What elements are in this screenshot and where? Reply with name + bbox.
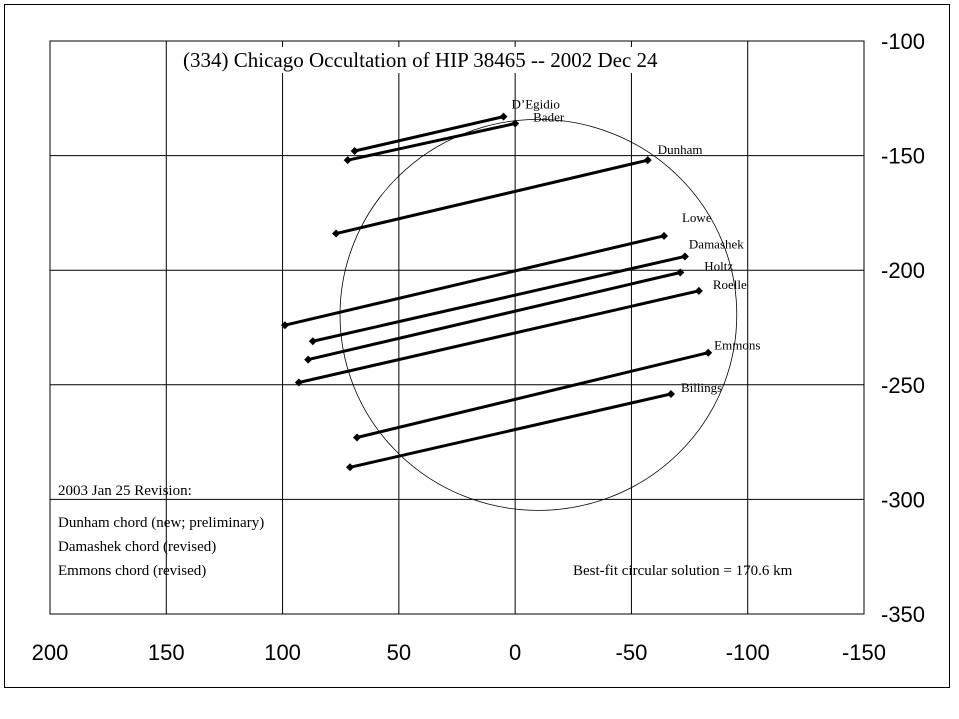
chart-title: (334) Chicago Occultation of HIP 38465 -… xyxy=(183,48,658,72)
chord-line xyxy=(284,234,665,327)
chord-endpoint xyxy=(511,119,520,128)
revision-line-1: Dunham chord (new; preliminary) xyxy=(58,515,264,531)
x-tick-label: 150 xyxy=(148,640,185,665)
chord-endpoint xyxy=(694,286,703,295)
revision-line-2: Damashek chord (revised) xyxy=(58,539,216,555)
x-tick-label: -50 xyxy=(616,640,648,665)
chord-line xyxy=(349,392,672,469)
best-fit-circle xyxy=(339,118,738,511)
chord-endpoint xyxy=(659,231,668,240)
chord-endpoint xyxy=(304,355,313,364)
chord-endpoint xyxy=(350,147,359,156)
solution-note: Best-fit circular solution = 170.6 km xyxy=(573,563,793,579)
chord-endpoint xyxy=(643,156,652,165)
chord-endpoint xyxy=(332,229,341,238)
chord-label: Bader xyxy=(533,110,565,125)
chord-label: Roelle xyxy=(713,277,747,292)
x-tick-label: 100 xyxy=(264,640,301,665)
x-tick-label: -100 xyxy=(726,640,770,665)
revision-line-3: Emmons chord (revised) xyxy=(58,563,206,579)
chord-label: Billings xyxy=(681,380,722,395)
plot-area xyxy=(49,40,865,615)
chord-endpoint xyxy=(704,348,713,357)
chord-line xyxy=(347,122,516,162)
chord-endpoint xyxy=(499,112,508,121)
chord-label: Damashek xyxy=(689,236,744,251)
y-tick-label: -350 xyxy=(881,602,925,627)
chord-line xyxy=(298,289,700,384)
revision-title: 2003 Jan 25 Revision: xyxy=(58,483,192,499)
x-tick-label: -150 xyxy=(842,640,886,665)
y-tick-label: -250 xyxy=(881,373,925,398)
chord-line xyxy=(356,351,709,439)
y-tick-label: -300 xyxy=(881,487,925,512)
title-background xyxy=(180,47,662,73)
chord-endpoint xyxy=(346,463,355,472)
x-tick-label: 200 xyxy=(32,640,69,665)
chord-label: D’Egidio xyxy=(512,97,560,112)
chord-label: Lowe xyxy=(682,210,712,225)
chord-label: Emmons xyxy=(714,338,760,353)
y-tick-label: -200 xyxy=(881,258,925,283)
chord-endpoint xyxy=(294,378,303,387)
x-tick-label: 0 xyxy=(509,640,521,665)
chord-line xyxy=(354,115,504,153)
chord-endpoint xyxy=(308,337,317,346)
y-tick-label: -100 xyxy=(881,29,925,54)
chord-line xyxy=(307,271,681,362)
chord-endpoint xyxy=(680,252,689,261)
y-tick-label: -150 xyxy=(881,144,925,169)
chart-frame xyxy=(4,4,950,688)
axis-ticks: 200 150 100 50 0 -50 -100 -150 -100 -150 -200 -250 -… xyxy=(32,29,925,665)
chord-endpoint xyxy=(666,389,675,398)
x-tick-label: 50 xyxy=(387,640,411,665)
chord-label: Dunham xyxy=(658,142,703,157)
chord-endpoint xyxy=(676,268,685,277)
chord-endpoint xyxy=(352,433,361,442)
chord-line xyxy=(312,254,686,343)
chord-label: Holtz xyxy=(704,258,733,273)
chord-line xyxy=(335,158,649,235)
chord-endpoint xyxy=(343,156,352,165)
chord-endpoint xyxy=(280,321,289,330)
